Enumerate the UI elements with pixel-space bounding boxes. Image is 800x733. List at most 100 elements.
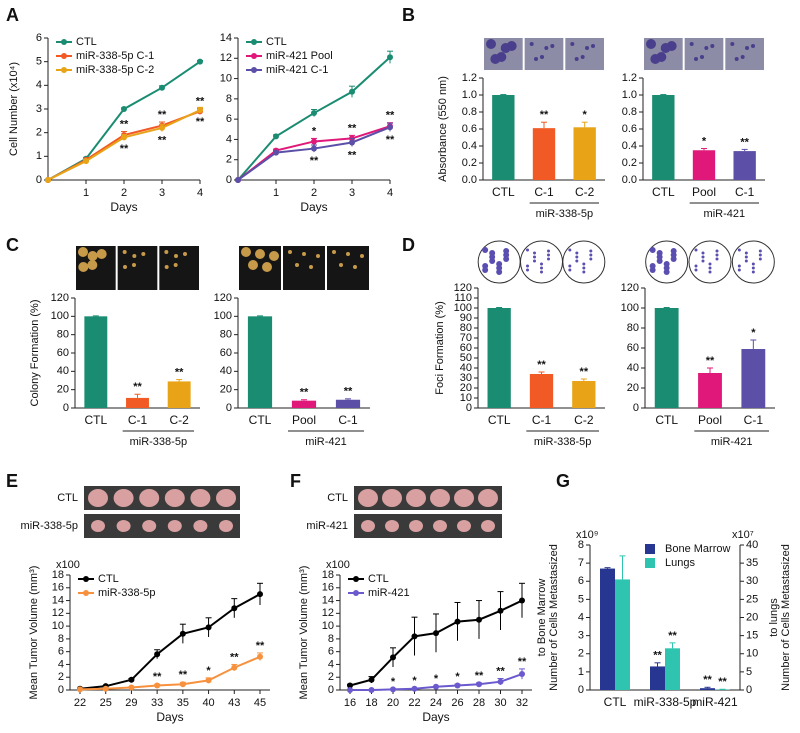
y-axis-label: Colony Formation (%) — [29, 300, 41, 407]
plate-image — [520, 240, 563, 284]
tumor — [113, 489, 134, 507]
tumor — [164, 489, 185, 507]
data-point — [235, 177, 241, 183]
significance: ** — [386, 110, 395, 122]
y-tick-label: 12 — [52, 607, 64, 619]
panel-letter: B — [402, 5, 415, 25]
cell — [316, 254, 320, 258]
significance: * — [391, 676, 396, 688]
x-tick-label: 4 — [197, 187, 203, 199]
group-label: miR-421 — [711, 436, 753, 448]
y-tick-label: 10 — [220, 72, 232, 84]
data-point — [121, 134, 127, 141]
x-axis-label: Days — [422, 710, 449, 724]
focus — [701, 251, 705, 255]
significance: ** — [158, 134, 167, 146]
data-point — [121, 106, 127, 112]
significance: * — [751, 327, 756, 339]
cell — [262, 262, 272, 272]
y-tick-label: 5 — [36, 56, 42, 68]
focus — [715, 253, 719, 257]
significance: ** — [718, 676, 727, 688]
data-point — [205, 624, 212, 631]
cell — [534, 57, 538, 61]
tumor — [478, 489, 498, 507]
focus — [744, 251, 748, 255]
data-point — [197, 58, 203, 65]
data-point — [45, 177, 51, 183]
bar — [573, 127, 596, 180]
y-tick-label: 10 — [460, 392, 472, 404]
y-tick-label: 7 — [578, 557, 584, 569]
legend-marker — [83, 576, 89, 582]
data-point — [231, 664, 238, 671]
plate-image — [688, 240, 732, 284]
data-point — [83, 158, 89, 165]
significance: ** — [740, 136, 749, 148]
y-tick-label: 6 — [36, 32, 42, 44]
plate-image — [562, 240, 606, 284]
significance: * — [434, 673, 439, 685]
y-tick-label: 0.8 — [622, 106, 637, 118]
focus — [533, 259, 536, 263]
y-tick-label: 100 — [621, 302, 639, 314]
y-tick-label: 8 — [226, 93, 232, 105]
x-tick-label: 25 — [100, 697, 112, 709]
data-point — [231, 605, 238, 612]
data-point — [433, 630, 439, 637]
x-axis-label: Days — [110, 200, 137, 214]
bar — [291, 400, 317, 408]
x-tick-label: 2 — [121, 187, 127, 199]
y-tick-label: 2 — [226, 154, 232, 166]
panel-letter: E — [6, 471, 18, 491]
focus — [737, 248, 741, 252]
y-tick-label: 1.2 — [462, 72, 477, 84]
focus — [737, 264, 741, 268]
focus — [540, 266, 543, 270]
cell — [660, 43, 671, 53]
significance: ** — [344, 386, 353, 398]
bar — [700, 688, 715, 690]
x-tick-label: 24 — [430, 697, 442, 709]
x-tick-label: CTL — [652, 185, 675, 199]
y-tick-label: 20 — [460, 382, 472, 394]
focus — [533, 251, 536, 255]
cell — [360, 254, 364, 258]
y-tick-label: 0 — [36, 174, 42, 186]
tumor — [385, 520, 399, 532]
cell — [704, 46, 709, 50]
focus — [582, 270, 586, 274]
data-point — [257, 653, 263, 660]
focus — [589, 253, 593, 257]
y-tick-label: 0 — [633, 402, 639, 414]
y-tick-label: 8 — [58, 633, 64, 645]
y-tick-label: 80 — [460, 322, 472, 334]
focus — [526, 248, 529, 252]
cell — [574, 57, 579, 61]
x-tick-label: Pool — [698, 413, 722, 427]
y-tick-label: 6 — [58, 646, 64, 658]
y-axis-label: to Bone Marrow — [536, 579, 548, 657]
group-label: miR-338-5p — [130, 436, 187, 448]
legend-label: CTL — [266, 36, 287, 48]
cell — [694, 57, 698, 61]
data-point — [128, 684, 135, 691]
y-axis-label: Cell Number (x10⁴) — [8, 62, 20, 156]
tumor — [358, 489, 378, 507]
y-tick-label: 2 — [328, 671, 334, 683]
focus — [694, 248, 698, 252]
significance: ** — [706, 355, 715, 367]
data-point — [387, 54, 393, 61]
tumor-photo — [354, 514, 502, 538]
cell — [87, 260, 98, 270]
legend-marker — [251, 39, 257, 45]
x-tick-label: 33 — [151, 697, 163, 709]
x-tick-label: 30 — [494, 697, 506, 709]
y-axis-label: Foci Formation (%) — [434, 301, 446, 395]
y-tick-label: 2 — [36, 127, 42, 139]
cell — [745, 46, 749, 50]
legend-marker — [61, 39, 67, 45]
significance: * — [583, 109, 588, 121]
data-point — [311, 138, 317, 145]
